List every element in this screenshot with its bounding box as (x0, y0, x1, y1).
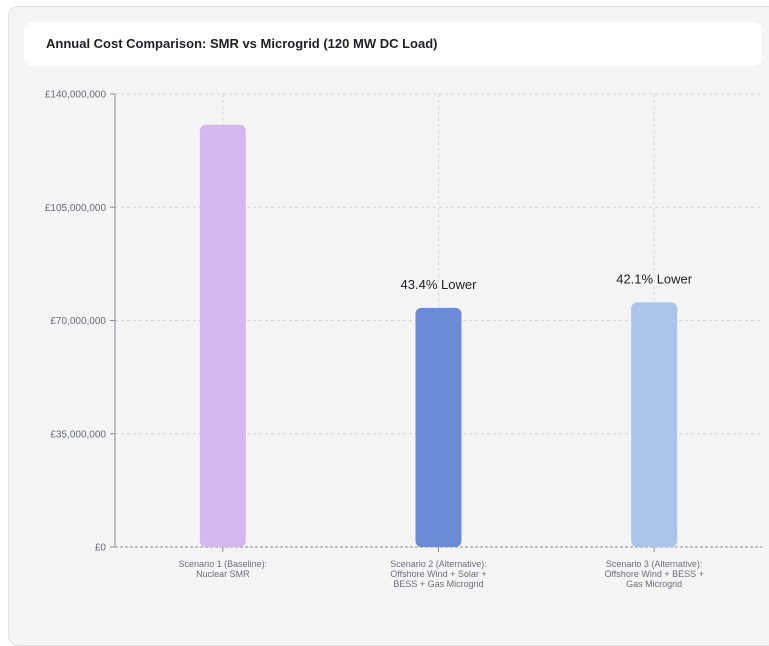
y-tick-label: £105,000,000 (45, 203, 107, 214)
category-label: Offshore Wind + Solar + (390, 569, 486, 579)
category-label: Offshore Wind + BESS + (604, 569, 703, 579)
labels: £0 £35,000,000 £70,000,000 £105,000,000 £140… (45, 90, 704, 590)
bar-chart: £0 £35,000,000 £70,000,000 £105,000,000 £140… (45, 90, 762, 590)
data-label-3: 42.1% Lower (616, 271, 693, 286)
category-label: Scenario 3 (Alternative): (606, 559, 703, 569)
bar-3 (631, 302, 678, 547)
chart-header: Annual Cost Comparison: SMR vs Microgrid… (24, 22, 762, 66)
data-label-2: 43.4% Lower (401, 277, 478, 292)
y-tick-label: £0 (95, 543, 107, 554)
category-label: BESS + Gas Microgrid (393, 579, 483, 589)
category-label: Scenario 1 (Baseline): (179, 559, 268, 569)
chart-title: Annual Cost Comparison: SMR vs Microgrid… (46, 36, 438, 51)
y-tick-label: £140,000,000 (45, 90, 107, 101)
category-label: Gas Microgrid (626, 579, 682, 589)
y-tick-label: £35,000,000 (50, 429, 106, 440)
y-tick-label: £70,000,000 (50, 316, 106, 327)
bars (199, 124, 678, 547)
category-label: Nuclear SMR (196, 569, 250, 579)
bar-2 (415, 307, 462, 547)
bar-1 (199, 124, 246, 547)
category-label: Scenario 2 (Alternative): (390, 559, 487, 569)
